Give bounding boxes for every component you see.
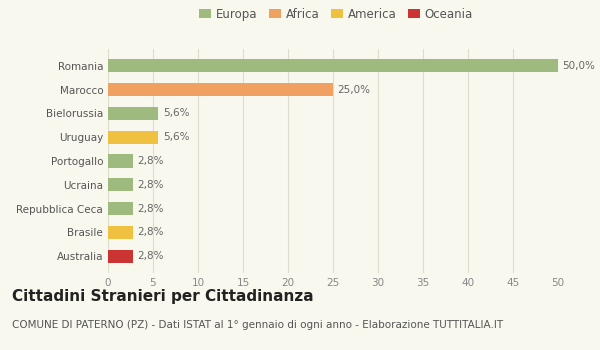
Bar xyxy=(108,178,133,191)
Text: 25,0%: 25,0% xyxy=(337,85,371,95)
Bar xyxy=(108,131,158,144)
Text: 5,6%: 5,6% xyxy=(163,108,190,118)
Bar xyxy=(108,250,133,263)
Text: Cittadini Stranieri per Cittadinanza: Cittadini Stranieri per Cittadinanza xyxy=(12,289,314,304)
Text: 2,8%: 2,8% xyxy=(138,228,164,237)
Bar xyxy=(108,83,333,96)
Bar xyxy=(108,226,133,239)
Text: 2,8%: 2,8% xyxy=(138,251,164,261)
Bar xyxy=(108,107,158,120)
Text: 2,8%: 2,8% xyxy=(138,156,164,166)
Bar xyxy=(108,59,558,72)
Text: 2,8%: 2,8% xyxy=(138,180,164,190)
Text: COMUNE DI PATERNO (PZ) - Dati ISTAT al 1° gennaio di ogni anno - Elaborazione TU: COMUNE DI PATERNO (PZ) - Dati ISTAT al 1… xyxy=(12,320,503,330)
Text: 2,8%: 2,8% xyxy=(138,204,164,214)
Text: 5,6%: 5,6% xyxy=(163,132,190,142)
Bar xyxy=(108,154,133,168)
Text: 50,0%: 50,0% xyxy=(563,61,595,71)
Bar xyxy=(108,202,133,215)
Legend: Europa, Africa, America, Oceania: Europa, Africa, America, Oceania xyxy=(199,8,473,21)
